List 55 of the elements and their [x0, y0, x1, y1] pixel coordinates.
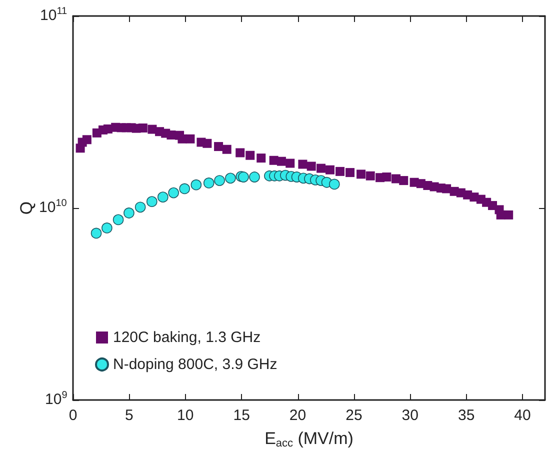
point — [166, 130, 176, 140]
point — [336, 166, 345, 176]
x-tick-label: 30 — [402, 407, 418, 424]
x-tick-label: 0 — [68, 407, 78, 424]
point — [246, 150, 255, 160]
point — [316, 164, 326, 173]
point — [276, 156, 286, 166]
point — [202, 138, 212, 148]
x-tick-label: 40 — [514, 407, 531, 424]
point — [138, 124, 148, 133]
point — [249, 172, 260, 182]
point — [306, 162, 316, 171]
point — [356, 170, 366, 179]
point — [366, 171, 375, 180]
point — [298, 160, 308, 169]
x-tick-label: 5 — [125, 407, 134, 424]
point — [134, 202, 146, 213]
point — [286, 158, 295, 168]
x-tick-label: 15 — [233, 407, 250, 424]
legend-label: N-doping 800C, 3.9 GHz — [113, 356, 278, 373]
x-tick-label: 35 — [458, 407, 475, 424]
point — [382, 172, 392, 182]
point — [326, 165, 335, 174]
y-axis-title: Q — [17, 201, 36, 215]
point — [203, 178, 214, 188]
point — [346, 168, 355, 178]
point — [399, 176, 408, 186]
point — [112, 214, 124, 226]
point — [329, 178, 340, 190]
point — [124, 208, 134, 218]
y-tick-label: 10$^{9}$ — [45, 390, 68, 408]
x-tick-label: 20 — [289, 407, 306, 424]
point — [442, 184, 452, 194]
point — [222, 144, 232, 154]
point — [214, 142, 224, 152]
point — [186, 134, 195, 144]
legend-label: 120C baking, 1.3 GHz — [113, 329, 261, 346]
point — [146, 196, 158, 207]
x-tick-label: 25 — [346, 407, 362, 424]
point — [256, 154, 266, 163]
point — [214, 175, 225, 186]
point — [158, 192, 168, 202]
point — [190, 179, 202, 190]
point — [82, 135, 92, 144]
x-tick-label: 10 — [177, 407, 194, 424]
point — [236, 148, 245, 158]
y-tick-label: 10$^{11}$ — [40, 6, 68, 24]
point — [179, 183, 190, 194]
point — [168, 187, 179, 198]
point — [225, 172, 236, 184]
point — [102, 222, 112, 234]
point — [238, 172, 249, 182]
point — [504, 210, 514, 220]
point — [90, 228, 102, 239]
y-tick-label: 10$^{10}$ — [39, 198, 67, 216]
